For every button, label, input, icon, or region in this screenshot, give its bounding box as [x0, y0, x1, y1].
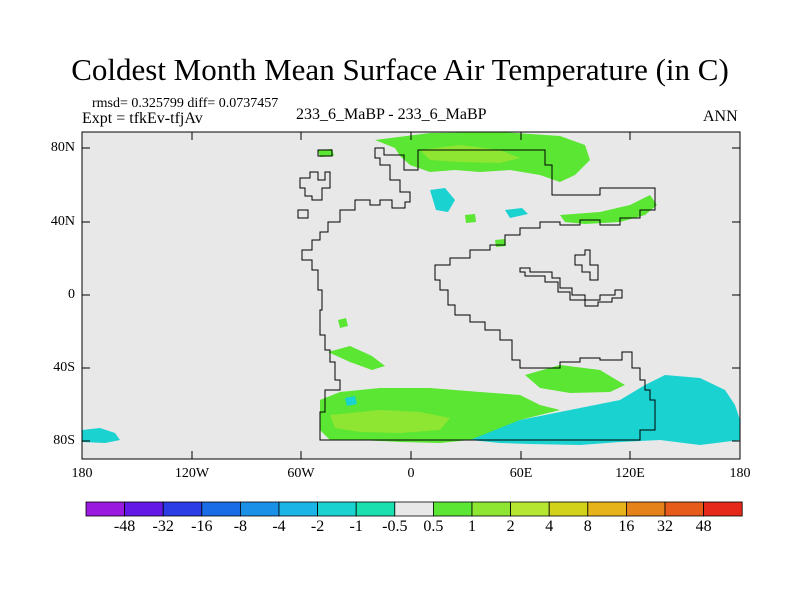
colorbar-swatch: [548, 501, 589, 517]
colorbar-swatch: [162, 501, 203, 517]
colorbar-label: -2: [310, 518, 325, 535]
east-bay-coastline: [574, 249, 599, 281]
colorbar-label: -32: [152, 518, 174, 535]
season-label: ANN: [703, 108, 738, 125]
lon-label-0: 0: [407, 466, 415, 481]
west-island-coastline: [299, 171, 331, 201]
green-dot-3: [495, 239, 506, 247]
arctic-islet-coastline: [317, 149, 333, 157]
colorbar-label: 48: [695, 518, 712, 535]
lon-label-120w: 120W: [174, 466, 210, 481]
colorbar-swatch: [703, 501, 743, 517]
map-title: Coldest Month Mean Surface Air Temperatu…: [71, 52, 729, 87]
experiment-label: Expt = tfkEv-tfjAv: [82, 110, 203, 127]
colorbar: [85, 501, 743, 517]
antarctic-cyan-band: [470, 375, 740, 445]
lat-label-0: 0: [68, 287, 75, 302]
colorbar-label: -48: [113, 518, 136, 535]
colorbar-label: -8: [233, 518, 248, 535]
coastlines: [297, 147, 656, 441]
colorbar-label: -4: [272, 518, 286, 535]
siberia-anomaly-patch: [560, 195, 657, 224]
colorbar-swatch: [317, 501, 357, 517]
colorbar-label: 8: [583, 518, 592, 535]
indian-ocean-patch: [525, 365, 625, 393]
colorbar-swatch: [201, 501, 241, 517]
lon-label-180w: 180: [71, 466, 93, 481]
lat-label-40s: 40S: [53, 360, 75, 375]
lat-label-40n: 40N: [50, 214, 75, 229]
colorbar-swatch: [471, 501, 511, 517]
lon-label-120e: 120E: [615, 466, 645, 481]
anomaly-regions: [82, 132, 740, 445]
pangaea-coastline: [301, 147, 656, 441]
axis-ticks: [81, 132, 741, 459]
south-atlantic-patch: [328, 346, 385, 370]
lon-label-180e: 180: [729, 466, 751, 481]
west-islet-coastline: [297, 209, 309, 219]
colorbar-label: 32: [657, 518, 673, 535]
colorbar-swatch: [664, 501, 704, 517]
lon-label-60w: 60W: [287, 466, 315, 481]
colorbar-label: -1: [349, 518, 363, 535]
colorbar-label: 4: [545, 518, 554, 535]
center-label: 233_6_MaBP - 233_6_MaBP: [296, 106, 487, 123]
colorbar-label: -0.5: [382, 518, 408, 535]
colorbar-label: 16: [618, 518, 635, 535]
stats-label: rmsd= 0.325799 diff= 0.0737457: [92, 96, 279, 111]
lon-label-60e: 60E: [509, 466, 533, 481]
colorbar-swatch: [85, 501, 125, 517]
colorbar-swatch: [587, 501, 627, 517]
colorbar-swatch: [626, 501, 666, 517]
antarctic-cyan-west: [82, 428, 120, 443]
cyan-small-patch-2: [505, 208, 528, 218]
colorbar-swatch: [355, 501, 396, 517]
lat-label-80n: 80N: [50, 140, 75, 155]
colorbar-swatch: [432, 501, 473, 517]
cyan-small-patch: [430, 188, 455, 212]
arctic-small-patch: [318, 149, 334, 157]
green-dot-1: [465, 214, 476, 223]
colorbar-swatch: [278, 501, 318, 517]
colorbar-label: 2: [506, 518, 515, 535]
antarctic-cyan-edge: [345, 396, 357, 406]
colorbar-swatch: [239, 501, 280, 517]
colorbar-swatch: [124, 501, 164, 517]
colorbar-label: 1: [468, 518, 476, 535]
colorbar-swatch: [510, 501, 550, 517]
antarctic-yellow-band: [330, 410, 450, 433]
colorbar-label: -16: [191, 518, 213, 535]
lat-label-80s: 80S: [53, 433, 75, 448]
east-lake-coastline: [519, 267, 623, 307]
colorbar-label: 0.5: [423, 518, 444, 535]
colorbar-swatch: [394, 501, 434, 517]
green-dot-2: [338, 318, 348, 328]
